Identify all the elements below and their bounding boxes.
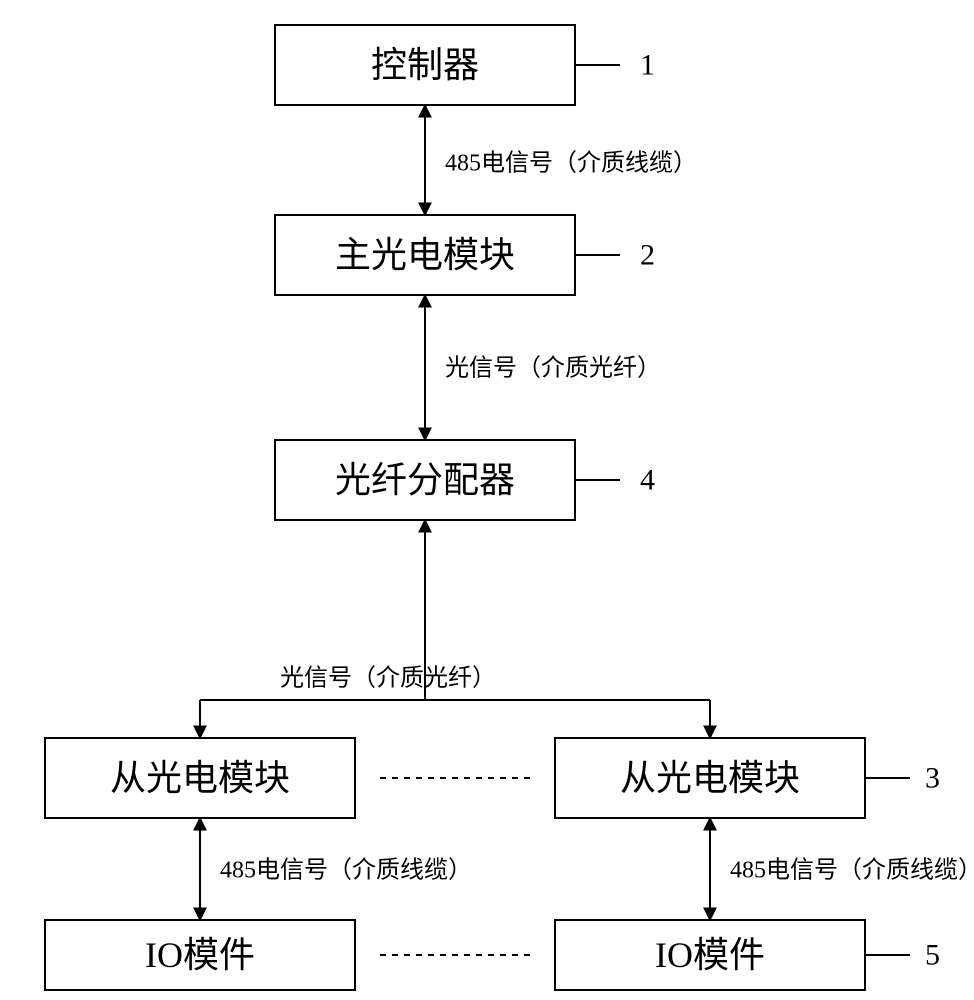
- node-label: 主光电模块: [335, 235, 515, 275]
- node-label: 从光电模块: [620, 758, 800, 798]
- edge-e3: 光信号（介质光纤）: [200, 520, 710, 738]
- node-label: IO模件: [655, 935, 765, 975]
- node-slave_r: 从光电模块 3: [555, 738, 940, 818]
- node-label: 控制器: [371, 45, 479, 85]
- node-label: 从光电模块: [110, 758, 290, 798]
- ref-number: 2: [640, 239, 655, 272]
- edge-label: 485电信号（介质线缆）: [220, 857, 472, 884]
- edge-e2: 光信号（介质光纤）: [425, 295, 661, 440]
- ref-number: 4: [640, 464, 655, 497]
- ref-number: 5: [925, 939, 940, 972]
- ref-number: 3: [925, 762, 940, 795]
- edge-label: 485电信号（介质线缆）: [730, 857, 974, 884]
- node-io_r: IO模件 5: [555, 920, 940, 990]
- edge-label: 485电信号（介质线缆）: [445, 150, 697, 177]
- ref-number: 1: [640, 49, 655, 82]
- node-slave_l: 从光电模块: [45, 738, 355, 818]
- edge-e1: 485电信号（介质线缆）: [425, 105, 697, 215]
- edge-label: 光信号（介质光纤）: [280, 665, 496, 692]
- edge-e4: 485电信号（介质线缆）: [200, 818, 472, 920]
- node-label: 光纤分配器: [335, 460, 515, 500]
- node-splitter: 光纤分配器 4: [275, 440, 655, 520]
- edge-e5: 485电信号（介质线缆）: [710, 818, 974, 920]
- node-controller: 控制器 1: [275, 25, 655, 105]
- node-io_l: IO模件: [45, 920, 355, 990]
- edge-label: 光信号（介质光纤）: [445, 355, 661, 382]
- node-master: 主光电模块 2: [275, 215, 655, 295]
- node-label: IO模件: [145, 935, 255, 975]
